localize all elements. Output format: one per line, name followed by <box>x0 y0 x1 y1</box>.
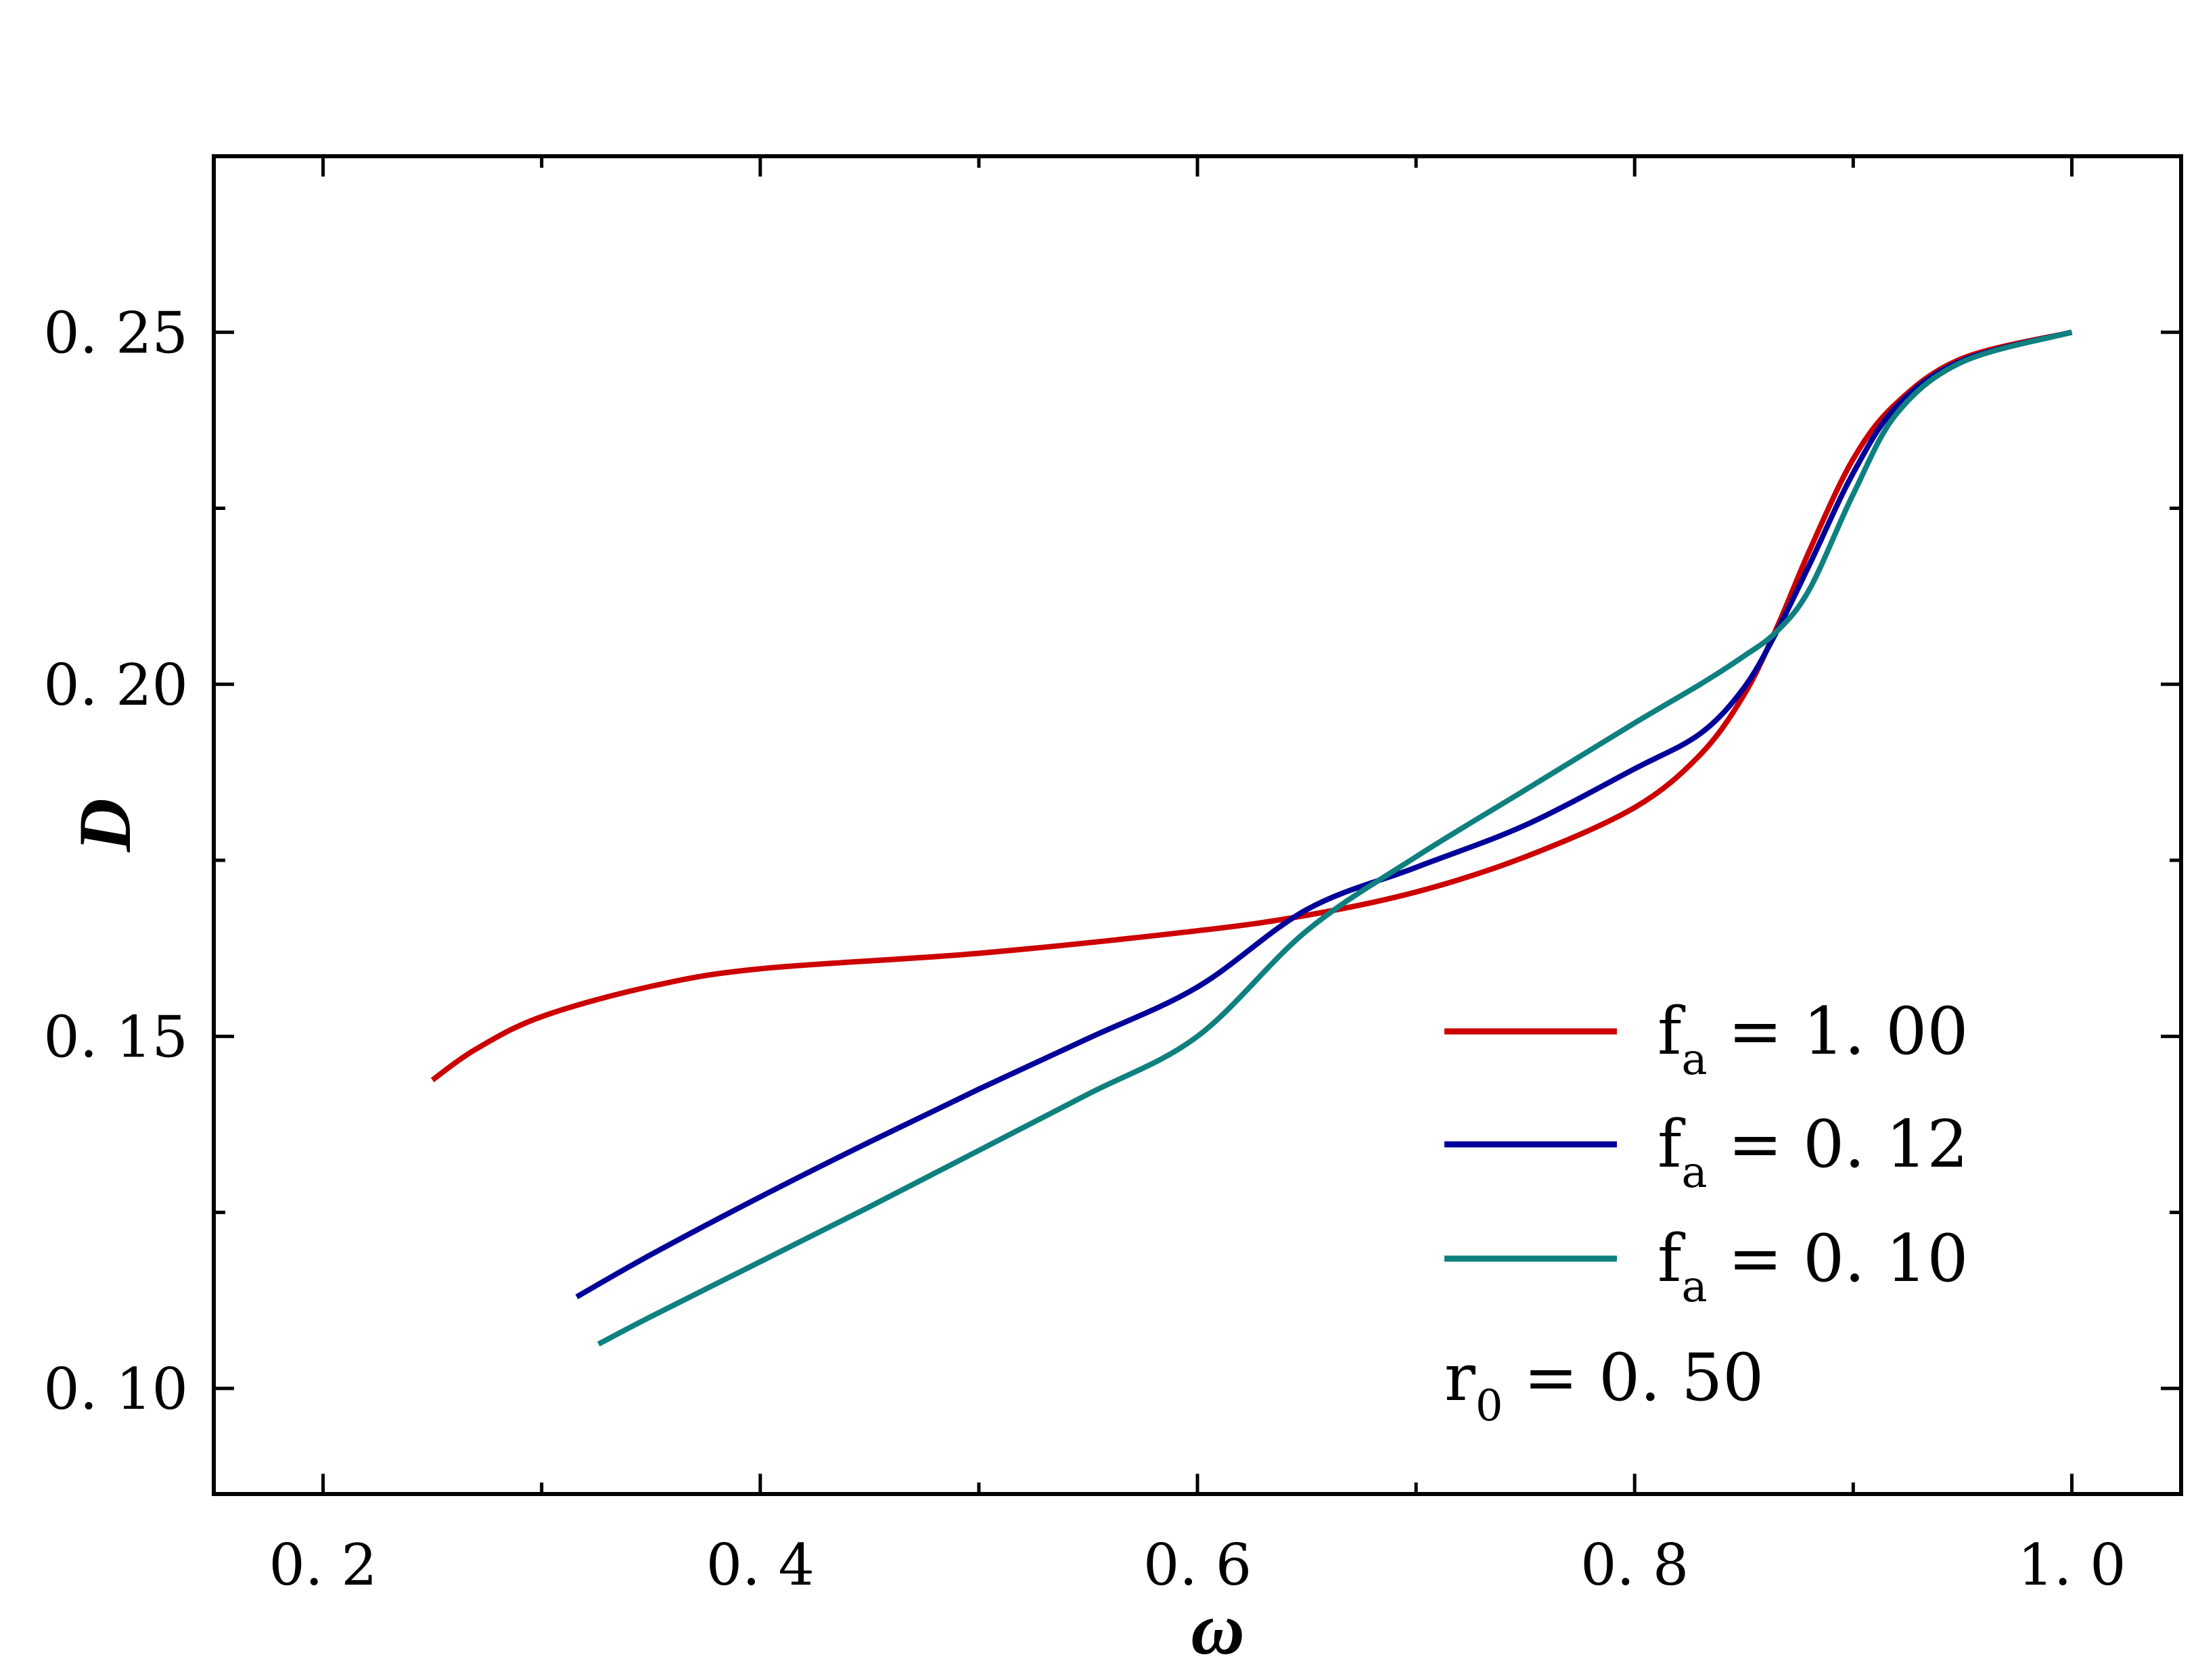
x-tick-label: 0. 2 <box>269 1532 377 1598</box>
series-lines <box>430 329 2073 1347</box>
legend-label-fa-0-10: fa = 0. 10 <box>1657 1221 1968 1312</box>
series-line-fa-0-10 <box>597 329 2073 1347</box>
y-tick-label: 0. 10 <box>43 1356 188 1422</box>
legend-label-fa-1-00: fa = 1. 00 <box>1657 994 1968 1085</box>
y-axis-title: D <box>64 798 146 852</box>
y-tick-label: 0. 25 <box>43 300 188 366</box>
series-line-fa-0-12 <box>575 329 2073 1299</box>
y-tick-label: 0. 15 <box>43 1004 188 1070</box>
x-tick-label: 1. 0 <box>2017 1532 2126 1598</box>
x-tick-label: 0. 6 <box>1143 1532 1252 1598</box>
x-tick-label: 0. 8 <box>1580 1532 1689 1598</box>
x-tick-label: 0. 4 <box>706 1532 815 1598</box>
legend: fa = 1. 00 fa = 0. 12 fa = 0. 10 r0 = 0.… <box>1444 994 1968 1431</box>
axis-ticks <box>214 154 2181 1494</box>
annotation-r0: r0 = 0. 50 <box>1444 1340 1764 1431</box>
x-axis-title: ω <box>1191 1587 1245 1670</box>
y-tick-label: 0. 20 <box>43 652 188 718</box>
legend-label-fa-0-12: fa = 0. 12 <box>1657 1106 1968 1198</box>
series-line-fa-1-00 <box>430 329 2073 1083</box>
axis-tick-labels: 0. 2 0. 4 0. 6 0. 8 1. 0 0. 10 0. 15 0. 20 0. 25 <box>43 300 2126 1598</box>
